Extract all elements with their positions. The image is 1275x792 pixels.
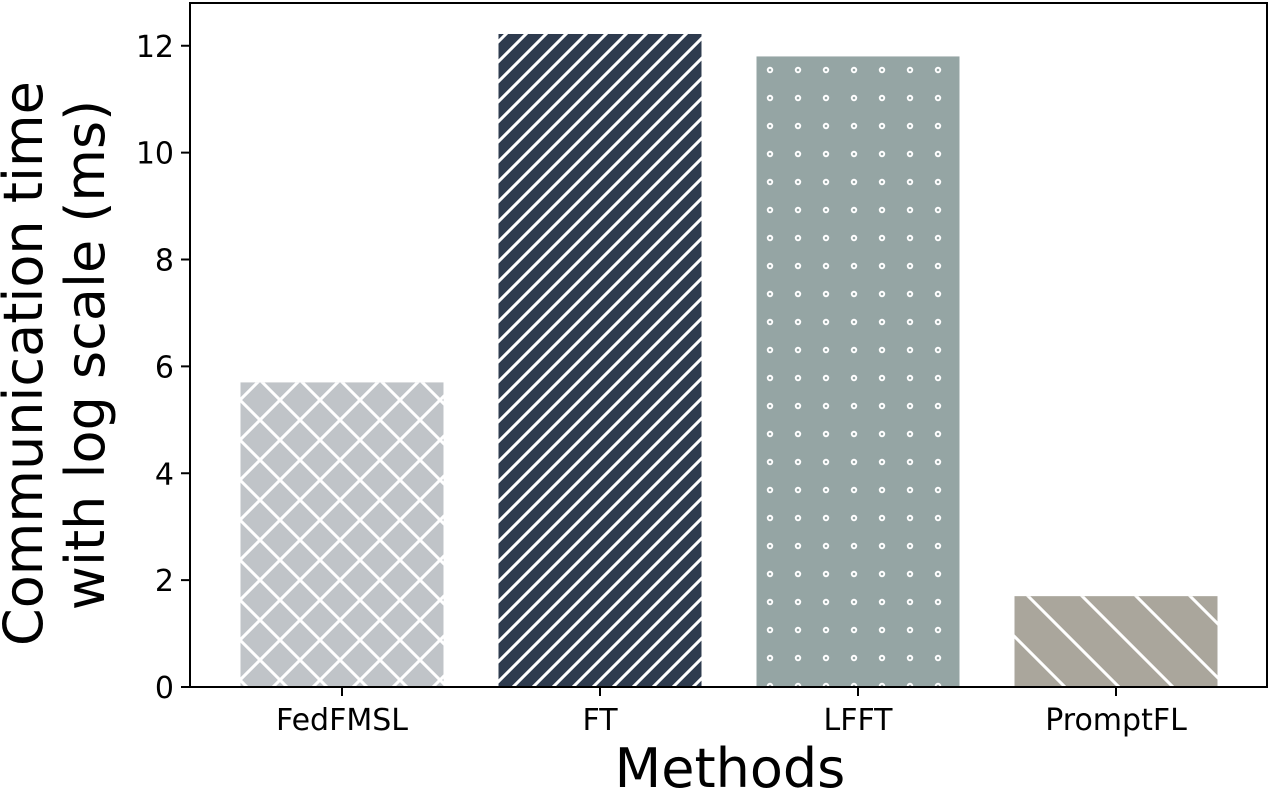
y-tick-label: 0 [155, 671, 174, 706]
bar-pattern-lfft [756, 56, 960, 687]
x-tick-label: PromptFL [1045, 703, 1187, 738]
x-tick-label: LFFT [823, 703, 893, 738]
y-axis-label-line-2: with log scale (ms) [54, 100, 117, 610]
x-axis-label: Methods [615, 737, 846, 792]
y-tick-label: 6 [155, 350, 174, 385]
x-axis-ticks: FedFMSL FT LFFT PromptFL [276, 687, 1187, 738]
y-axis-label-line-1: Communication time [0, 81, 55, 646]
bar-pattern-fedfmsl [240, 382, 444, 687]
y-tick-label: 2 [155, 564, 174, 599]
x-tick-label: FedFMSL [276, 703, 408, 738]
y-axis-label: Communication time with log scale (ms) [0, 64, 117, 646]
y-tick-label: 12 [136, 30, 174, 65]
y-axis-ticks: 0 2 4 6 8 10 12 [136, 30, 190, 706]
bar-pattern-ft [498, 33, 702, 687]
x-tick-label: FT [582, 703, 618, 738]
plot-frame [189, 2, 1268, 688]
y-tick-label: 10 [136, 137, 174, 172]
y-tick-label: 8 [155, 244, 174, 279]
bars-group [240, 33, 1218, 687]
bar-pattern-promptfl [1014, 596, 1218, 687]
y-tick-label: 4 [155, 457, 174, 492]
